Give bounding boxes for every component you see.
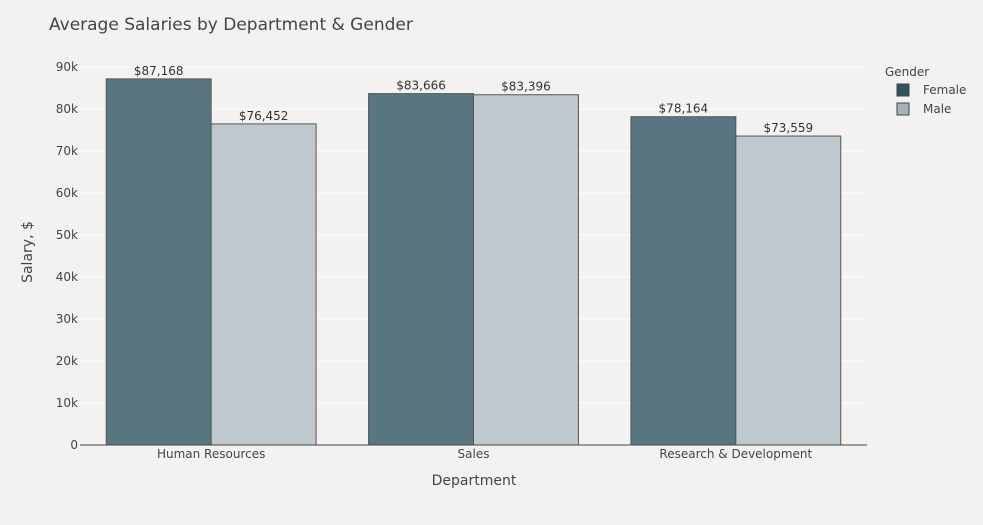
bar-value-label: $83,396 [501,80,551,94]
y-tick-label: 90k [56,60,78,74]
bar-value-label: $87,168 [134,64,184,78]
bar-male-2[interactable] [735,135,842,446]
x-tick-label: Sales [458,447,490,461]
legend-items: Female Male [896,83,966,116]
y-axis-ticks: 0 10k 20k 30k 40k 50k 60k 70k 80k 90k [56,60,78,452]
y-tick-label: 20k [56,354,78,368]
legend-title: Gender [885,65,929,79]
y-tick-label: 10k [56,396,78,410]
legend: Gender Female Male [885,65,966,116]
x-axis-ticks: Human Resources Sales Research & Developme… [157,447,813,461]
legend-label-male[interactable]: Male [923,102,951,116]
x-axis-title: Department [432,473,517,489]
chart-title: Average Salaries by Department & Gender [49,15,413,35]
y-tick-label: 80k [56,102,78,116]
y-tick-label: 60k [56,186,78,200]
x-tick-label: Research & Development [659,447,812,461]
bar-male-0[interactable] [210,123,317,446]
legend-label-female[interactable]: Female [923,83,966,97]
bars [105,78,842,446]
y-tick-label: 30k [56,312,78,326]
bar-value-label: $73,559 [763,121,813,135]
y-axis-title: Salary, $ [20,221,36,283]
y-tick-label: 0 [70,438,78,452]
bar-value-label: $76,452 [239,109,289,123]
bar-male-1[interactable] [473,94,579,446]
bar-female-0[interactable] [105,78,212,446]
legend-swatch-female[interactable] [896,83,910,97]
legend-swatch-male[interactable] [896,102,910,116]
bar-value-label: $78,164 [659,102,709,116]
x-tick-label: Human Resources [157,447,265,461]
y-tick-label: 40k [56,270,78,284]
y-tick-label: 50k [56,228,78,242]
bar-value-label: $83,666 [396,79,446,93]
y-tick-label: 70k [56,144,78,158]
bar-female-2[interactable] [630,116,737,446]
bar-female-1[interactable] [368,93,475,446]
bar-labels: $87,168 $76,452 $83,666 $83,396 $78,164 $73,5… [134,64,813,135]
